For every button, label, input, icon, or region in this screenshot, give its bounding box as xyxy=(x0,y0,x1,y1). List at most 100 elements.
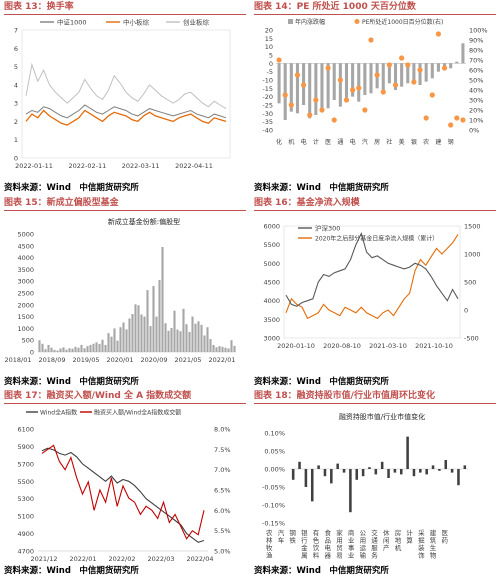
bar xyxy=(277,63,281,104)
percentile-dot xyxy=(343,97,350,103)
x-tick-label: 银 xyxy=(411,138,417,146)
bar xyxy=(95,342,98,352)
y-tick-label: 4900 xyxy=(17,530,34,538)
inflow-line xyxy=(285,234,459,320)
wind-a-line xyxy=(41,447,205,543)
bar xyxy=(361,469,365,477)
y-tick-label: 0% xyxy=(469,127,479,135)
bar xyxy=(206,327,209,352)
y-tick-label: 5100 xyxy=(17,513,34,521)
percentile-dot xyxy=(460,117,466,123)
bar xyxy=(369,63,373,94)
panel-source: 资料来源：Wind 中信期货研究所 xyxy=(4,566,139,576)
y-tick-label: -10 xyxy=(262,77,273,85)
bar xyxy=(44,349,47,352)
bar xyxy=(308,63,312,119)
panel-source: 资料来源：Wind 中信期货研究所 xyxy=(4,377,139,387)
y-tick-label: 30% xyxy=(469,97,483,105)
percentile-dot xyxy=(423,115,429,121)
bar xyxy=(295,63,299,114)
percentile-dot xyxy=(288,102,294,108)
legend-label: 创业板综 xyxy=(183,18,210,27)
x-tick-label: 2018/09 xyxy=(38,356,65,364)
y-tick-label: 5.0% xyxy=(214,548,231,556)
bar xyxy=(355,469,359,480)
percentile-dot xyxy=(331,117,337,123)
bar xyxy=(449,63,453,69)
bar xyxy=(89,344,92,352)
bar xyxy=(320,63,324,110)
y-tick-label: -40 xyxy=(262,127,273,135)
bar xyxy=(227,348,230,352)
bar xyxy=(406,436,409,469)
y-tick-label: -20 xyxy=(262,93,273,101)
bar xyxy=(158,280,161,352)
y-tick-label: 0 xyxy=(14,155,18,163)
x-tick-label: 2022/01 xyxy=(208,356,235,364)
percentile-dot xyxy=(374,72,380,78)
x-tick-label: 牧 金饮电贸事运服产机 装生 xyxy=(266,543,442,552)
y-tick-label: -25 xyxy=(262,102,273,110)
x-tick-label: 计 xyxy=(313,138,319,146)
bar xyxy=(418,63,422,85)
y-tick-label: 3500 xyxy=(263,316,280,324)
x-tick-label: 2020/01 xyxy=(106,356,133,364)
y-tick-label: 7 xyxy=(14,27,18,35)
panel-margin-ratio: 图表 17：融资买入额/Wind 全 A 指数成交额 4700 4900 5100 5… xyxy=(4,389,246,578)
y-tick-label: 3 xyxy=(14,100,18,108)
percentile-dot xyxy=(319,107,325,113)
bar xyxy=(224,347,227,352)
y-tick-label: 10 xyxy=(265,43,273,51)
y-tick-label: 8.0% xyxy=(214,426,231,434)
panel-new-equity-funds: 图表 15：新成立偏股型基金 新成立基金份额:偏股型 0 500 1000 1500 20… xyxy=(4,196,246,391)
percentile-dot xyxy=(276,57,282,63)
percentile-dot xyxy=(300,82,307,88)
y-tick-label: 40% xyxy=(469,87,483,95)
y-tick-label: 2 xyxy=(14,118,18,126)
bar xyxy=(393,469,397,473)
bar xyxy=(215,347,218,352)
bar xyxy=(457,469,460,486)
y-tick-label: 5300 xyxy=(17,495,34,503)
bar xyxy=(412,63,416,80)
y-tick-label: -0.15% xyxy=(262,520,285,528)
y-tick-label: 15 xyxy=(265,35,273,43)
bar xyxy=(461,43,465,64)
bar xyxy=(188,331,191,352)
bar xyxy=(185,324,188,352)
x-tick-label: 渔 属料器易业输务 饰物 xyxy=(266,551,442,560)
y-tick-label: 2500 xyxy=(17,290,34,298)
y-tick-label: 60% xyxy=(469,67,483,75)
y-tick-label: 6100 xyxy=(17,426,34,434)
bar xyxy=(218,346,221,352)
bar xyxy=(323,469,327,477)
bar xyxy=(179,331,182,352)
percentile-dot xyxy=(313,97,319,103)
bar xyxy=(430,63,434,79)
x-tick-label: 林车铁行色品用业用通闲地算掘筑药 xyxy=(266,536,453,545)
x-tick-label: 社 xyxy=(386,138,392,146)
legend-swatch xyxy=(354,19,360,24)
y-tick-label: 1500 xyxy=(17,313,34,321)
y-tick-label: 50% xyxy=(469,77,483,85)
bar xyxy=(363,63,367,95)
bar xyxy=(140,314,143,352)
percentile-dot xyxy=(411,79,417,85)
y-tick-label: 500 xyxy=(22,337,34,345)
y-tick-label: 5000 xyxy=(17,231,34,239)
x-tick-label: 2022-04-11 xyxy=(175,162,213,170)
legend-label: Wind全A指数 xyxy=(40,409,77,417)
bar xyxy=(191,316,194,352)
bar xyxy=(155,316,158,352)
y-tick-label: 0.10% xyxy=(264,430,285,438)
panel-source: 资料来源：Wind 中信期货研究所 xyxy=(4,183,139,193)
percentile-dot xyxy=(337,77,343,83)
legend-label: 2020年之后部分基金日度净流入规模（累计） xyxy=(315,235,438,243)
bar xyxy=(92,343,95,352)
y-tick-label: 20% xyxy=(469,107,483,115)
bar xyxy=(431,465,435,469)
bar xyxy=(349,469,352,513)
x-tick-label: 2021-03-10 xyxy=(369,342,407,350)
bar xyxy=(38,340,41,352)
